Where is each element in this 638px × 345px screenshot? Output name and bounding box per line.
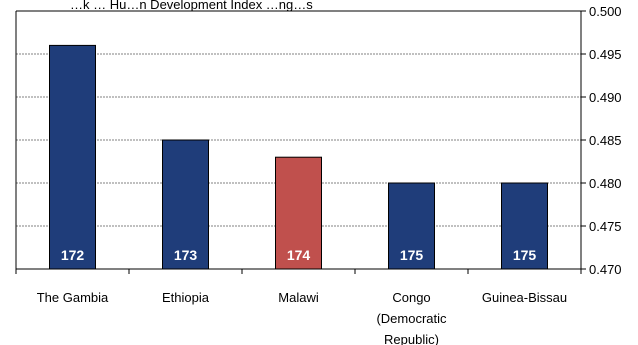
chart-title: …k … Hu…n Development Index …ng…s	[70, 0, 313, 12]
bars: 172 173 174 175 175	[49, 44, 548, 270]
y-axis-ticks: 0.470 0.475 0.480 0.485 0.490 0.495 0.500	[581, 4, 622, 277]
x-tick-label-0: The Gambia	[37, 290, 109, 305]
rank-label-3: 175	[400, 247, 424, 263]
bar-4	[501, 182, 548, 270]
rank-label-0: 172	[61, 247, 85, 263]
bar-0	[49, 44, 96, 270]
y-tick-label: 0.490	[589, 90, 622, 105]
y-tick-label: 0.485	[589, 133, 622, 148]
y-tick-label: 0.495	[589, 47, 622, 62]
y-tick-label: 0.480	[589, 176, 622, 191]
y-tick-label: 0.500	[589, 4, 622, 19]
bar-3	[388, 182, 435, 270]
x-tick-label-2: Malawi	[278, 290, 319, 305]
y-tick-label: 0.470	[589, 262, 622, 277]
x-axis-ticks: The Gambia Ethiopia Malawi Congo (Democratic…	[37, 290, 567, 345]
rank-label-2: 174	[287, 247, 311, 263]
rank-label-1: 173	[174, 247, 198, 263]
rank-label-4: 175	[513, 247, 537, 263]
y-tick-label: 0.475	[589, 219, 622, 234]
x-tick-label-1: Ethiopia	[162, 290, 210, 305]
bar-1	[162, 139, 209, 270]
x-tick-label-3: Congo (Democratic Republic)	[376, 290, 447, 345]
x-tick-label-4: Guinea-Bissau	[482, 290, 567, 305]
